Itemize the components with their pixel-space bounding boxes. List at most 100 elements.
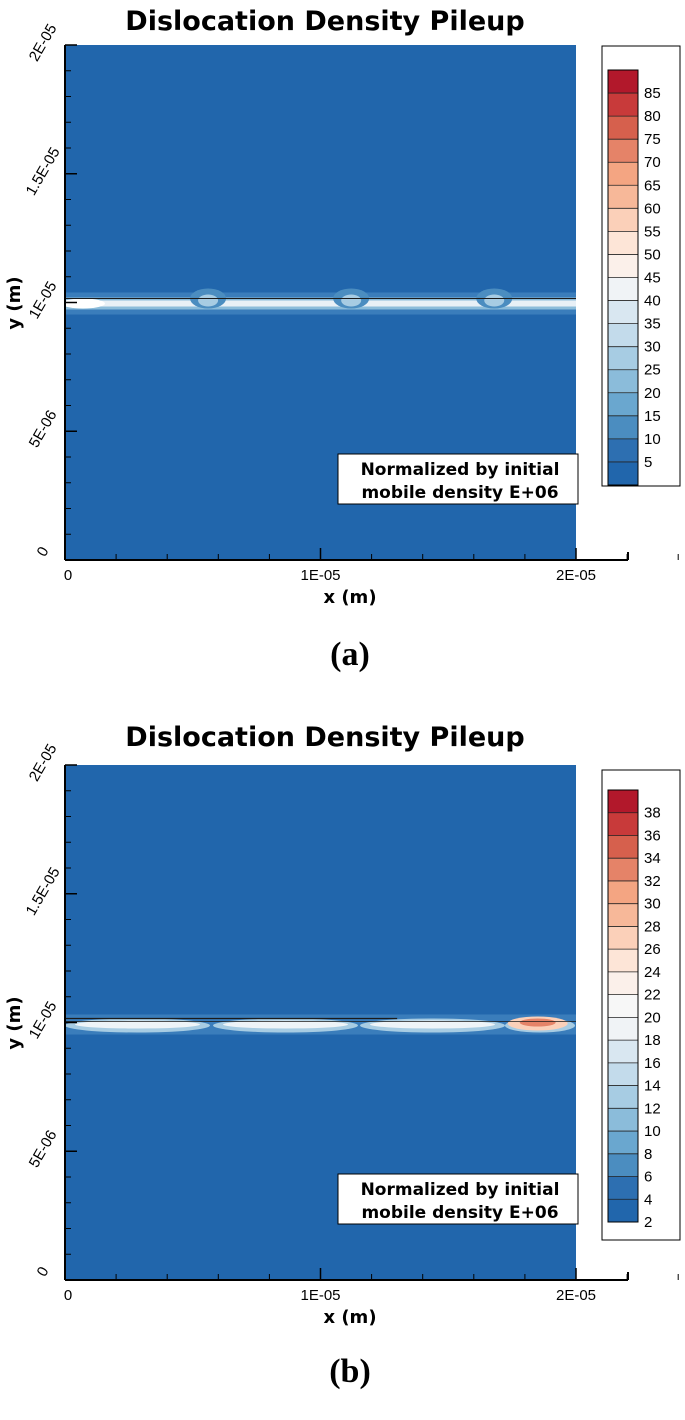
colorbar-label: 12 [644, 1100, 661, 1117]
density-band [61, 288, 576, 315]
colorbar-border [607, 789, 639, 1223]
colorbar-swatch [608, 139, 638, 163]
colorbar-label: 28 [644, 918, 661, 935]
x-tick-label: 2E-05 [556, 1287, 596, 1304]
colorbar-swatch [608, 254, 638, 278]
colorbar-border [607, 69, 639, 486]
colorbar-label: 20 [644, 385, 661, 402]
band-hotspot-core [519, 1018, 556, 1027]
colorbar-swatch [608, 346, 638, 371]
y-tick-label: 2E-05 [26, 21, 61, 64]
colorbar-label: 16 [644, 1055, 661, 1072]
band-bump-core [484, 294, 505, 307]
colorbar-label: 6 [644, 1169, 652, 1186]
y-axis-label: y (m) [4, 276, 25, 329]
x-tick-label: 0 [64, 567, 72, 584]
colorbar-label: 55 [644, 223, 661, 240]
colorbar-label: 30 [644, 339, 661, 356]
colorbar-label: 10 [644, 1123, 661, 1140]
colorbar-swatch [608, 926, 638, 950]
y-tick-label: 5E-06 [26, 407, 61, 450]
colorbar-swatch [608, 461, 638, 486]
colorbar-label: 15 [644, 408, 661, 425]
colorbar-swatch [608, 162, 638, 186]
note-line-1: Normalized by initial [361, 1180, 560, 1200]
band-segment-core [370, 1020, 495, 1029]
normalization-note: Normalized by initial mobile density E+0… [337, 1173, 579, 1225]
colorbar-label: 45 [644, 270, 661, 287]
contour-chart-a: Dislocation Density Pileup 0 1E-05 2E-05 0 5… [4, 6, 681, 673]
colorbar-label: 36 [644, 827, 661, 844]
colorbar-label: 2 [644, 1214, 652, 1231]
colorbar-swatch [608, 392, 638, 417]
colorbar-swatch [608, 208, 638, 232]
note-box [337, 453, 579, 505]
y-tick-label: 5E-06 [26, 1127, 61, 1170]
colorbar-swatch [608, 277, 638, 302]
plot-area: 0 1E-05 2E-05 0 5E-06 1E-05 1.5E-05 2E-05 [23, 21, 679, 584]
colorbar-swatch [608, 323, 638, 348]
x-axis-label: x (m) [323, 587, 376, 608]
colorbar-label: 22 [644, 987, 661, 1004]
contour-chart-b: Dislocation Density Pileup 0 1E-05 2E-05 0 5… [4, 722, 681, 1390]
colorbar-label: 75 [644, 131, 661, 148]
colorbar-label: 30 [644, 896, 661, 913]
colorbar-swatch [608, 1017, 638, 1041]
colorbar-label: 4 [644, 1191, 652, 1208]
colorbar-swatch [608, 1040, 638, 1064]
colorbar-label: 70 [644, 154, 661, 171]
note-line-1: Normalized by initial [361, 460, 560, 480]
colorbar-label: 25 [644, 362, 661, 379]
colorbar-label: 38 [644, 805, 661, 822]
colorbar-swatch [608, 70, 638, 94]
colorbar-label: 20 [644, 1009, 661, 1026]
y-tick-label: 0 [34, 544, 53, 560]
colorbar-label: 26 [644, 941, 661, 958]
colorbar-label: 50 [644, 246, 661, 263]
colorbar-swatch [608, 231, 638, 255]
y-axis-label: y (m) [4, 996, 25, 1049]
colorbar-swatch [608, 994, 638, 1018]
x-tick-label: 1E-05 [300, 1287, 340, 1304]
colorbar-swatch [608, 835, 638, 859]
y-tick-label: 0 [34, 1264, 53, 1280]
x-axis-label: x (m) [323, 1307, 376, 1328]
colorbar-swatch [608, 116, 638, 140]
colorbar: 38 36 34 32 30 28 26 24 22 20 18 16 14 12 10 8 6 4 2 [601, 769, 681, 1241]
normalization-note: Normalized by initial mobile density E+0… [337, 453, 579, 505]
panel-label: (a) [330, 636, 370, 673]
x-tick-label: 2E-05 [556, 567, 596, 584]
colorbar-label: 14 [644, 1078, 661, 1095]
colorbar-label: 24 [644, 964, 661, 981]
colorbar-swatch [608, 1062, 638, 1087]
colorbar-label: 18 [644, 1032, 661, 1049]
colorbar-label: 32 [644, 873, 661, 890]
colorbar-label: 5 [644, 454, 652, 471]
y-tick-label: 1.5E-05 [23, 144, 64, 198]
panel-label: (b) [329, 1353, 371, 1390]
colorbar-swatch [608, 858, 638, 882]
band-segment-core [223, 1020, 348, 1029]
colorbar-label: 60 [644, 200, 661, 217]
colorbar-label: 34 [644, 850, 661, 867]
band-bump-core [341, 294, 362, 307]
colorbar-label: 35 [644, 316, 661, 333]
band-hotspot [61, 298, 105, 309]
note-line-2: mobile density E+06 [361, 1203, 558, 1223]
colorbar-swatch [608, 438, 638, 463]
colorbar-swatch [608, 812, 638, 836]
y-tick-label: 1.5E-05 [23, 864, 64, 918]
colorbar-swatch [608, 1199, 638, 1223]
colorbar-swatch [608, 300, 638, 325]
colorbar-swatch [608, 971, 638, 996]
colorbar-swatch [608, 1085, 638, 1109]
colorbar-swatch [608, 415, 638, 440]
x-tick-label: 1E-05 [300, 567, 340, 584]
colorbar-swatch [608, 369, 638, 394]
colorbar-swatch [608, 185, 638, 209]
panel-a: Dislocation Density Pileup 0 1E-05 2E-05 0 5… [0, 0, 685, 700]
colorbar-label: 10 [644, 431, 661, 448]
colorbar-swatch [608, 1108, 638, 1132]
x-tick-label: 0 [64, 1287, 72, 1304]
note-line-2: mobile density E+06 [361, 483, 558, 503]
